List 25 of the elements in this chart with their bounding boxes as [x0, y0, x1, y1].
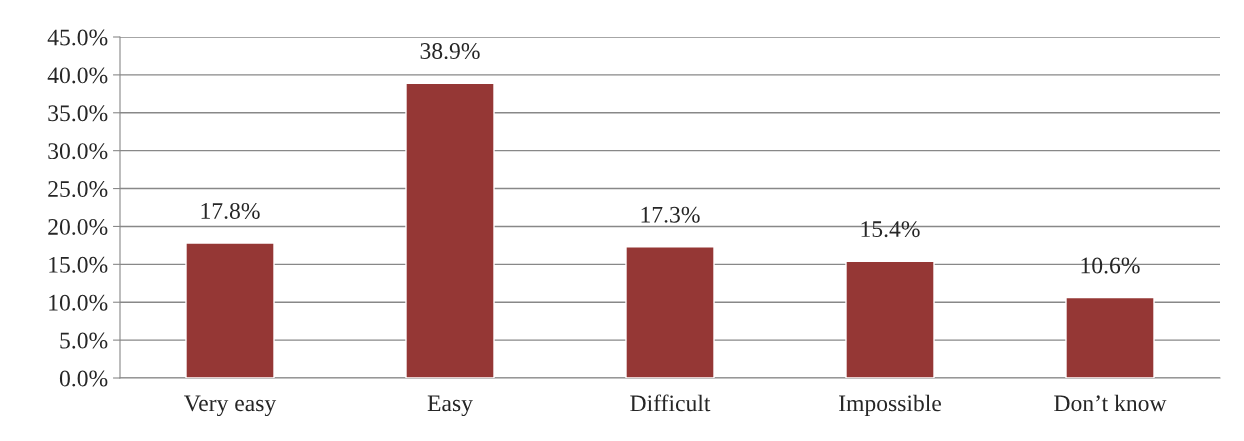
y-tick-label: 30.0%: [48, 143, 108, 160]
x-tick-label: Difficult: [630, 394, 711, 412]
bar: [625, 246, 715, 378]
y-tick-label: 35.0%: [48, 105, 108, 122]
y-tick-label: 45.0%: [47, 29, 108, 46]
bar: [185, 242, 275, 378]
data-label: 17.3%: [641, 206, 700, 223]
y-tick-label: 15.0%: [49, 256, 108, 273]
data-label: 15.4%: [861, 221, 920, 238]
y-tick-label: 40.0%: [47, 67, 108, 84]
y-tick-label: 5.0%: [60, 332, 108, 349]
y-tick-label: 25.0%: [48, 181, 108, 198]
y-tick-label: 10.0%: [49, 294, 108, 311]
bar: [1065, 296, 1155, 378]
data-label: 17.8%: [201, 202, 260, 219]
bar: [405, 82, 495, 378]
y-tick-label: 0.0%: [59, 370, 108, 387]
x-tick-label: Easy: [427, 395, 473, 417]
x-tick-label: Don’t know: [1054, 394, 1167, 412]
bar: [845, 260, 935, 378]
data-label: 38.9%: [420, 43, 480, 60]
y-tick-label: 20.0%: [48, 218, 108, 235]
data-label: 10.6%: [1081, 257, 1140, 274]
x-tick-label: Very easy: [184, 395, 277, 417]
x-tick-label: Impossible: [839, 394, 941, 417]
